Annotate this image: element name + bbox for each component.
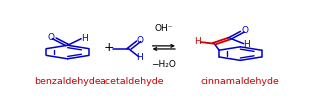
- Text: H: H: [243, 40, 250, 49]
- Text: O: O: [48, 33, 55, 42]
- Text: O: O: [137, 36, 143, 45]
- Text: H: H: [81, 34, 88, 43]
- Text: acetaldehyde: acetaldehyde: [99, 77, 164, 86]
- Text: OH⁻: OH⁻: [155, 24, 173, 33]
- Text: cinnamaldehyde: cinnamaldehyde: [201, 77, 280, 86]
- Text: H: H: [137, 53, 143, 62]
- Text: benzaldehyde: benzaldehyde: [34, 77, 101, 86]
- Text: −H₂O: −H₂O: [151, 60, 176, 69]
- Text: O: O: [241, 26, 248, 35]
- Text: +: +: [104, 41, 115, 54]
- Text: H: H: [194, 37, 201, 46]
